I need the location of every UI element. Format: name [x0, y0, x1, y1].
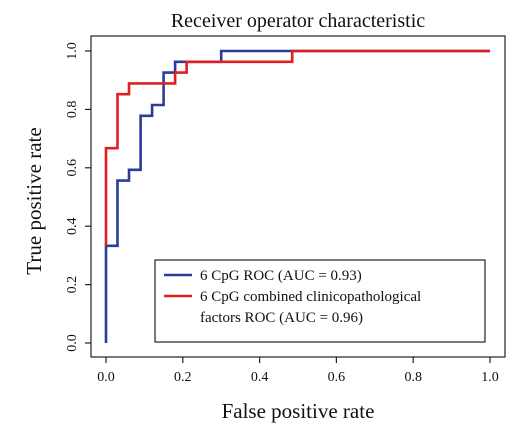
roc-curve-2: [104, 49, 490, 246]
x-tick-label: 0.4: [251, 370, 269, 385]
legend-label-1-1: 6 CpG ROC (AUC = 0.93): [200, 268, 362, 284]
y-tick-label: 0.4: [65, 217, 80, 235]
y-tick-label: 0.8: [65, 101, 80, 119]
x-tick-label: 0.8: [404, 370, 422, 385]
legend: 6 CpG ROC (AUC = 0.93) 6 CpG combined cli…: [154, 259, 486, 343]
plot-frame: [90, 35, 506, 358]
x-tick-label: 0.6: [328, 370, 346, 385]
chart-title: Receiver operator characteristic: [171, 10, 425, 32]
series-layer: [104, 49, 490, 343]
legend-label-2-2: factors ROC (AUC = 0.96): [200, 310, 363, 326]
y-tick-label: 0.6: [65, 159, 80, 177]
y-axis: 0.0 0.2 0.4 0.6 0.8 1.0: [65, 42, 91, 352]
x-tick-label: 1.0: [481, 370, 499, 385]
y-tick-label: 0.2: [65, 276, 80, 294]
x-tick-label: 0.2: [174, 370, 192, 385]
legend-label-2-1: 6 CpG combined clinicopathological: [200, 289, 421, 305]
y-tick-label: 1.0: [65, 42, 80, 60]
x-tick-label: 0.0: [97, 370, 115, 385]
x-axis: 0.0 0.2 0.4 0.6 0.8 1.0: [97, 357, 499, 385]
y-tick-label: 0.0: [65, 334, 80, 352]
legend-box: [154, 259, 486, 343]
y-axis-label: True positive rate: [22, 127, 46, 274]
x-axis-label: False positive rate: [222, 399, 375, 423]
